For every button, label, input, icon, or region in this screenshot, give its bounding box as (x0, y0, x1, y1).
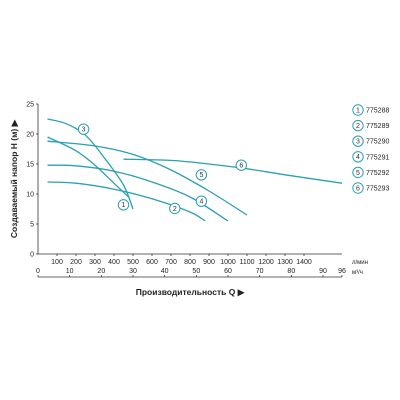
legend-label-4: 775291 (366, 154, 389, 161)
x-tick-label: 400 (108, 259, 120, 266)
x-tick-label: 100 (51, 259, 63, 266)
x-tick-label: 200 (70, 259, 82, 266)
legend-marker-5-circle (352, 166, 364, 179)
y-tick-label: 25 (26, 102, 34, 109)
curve-marker-6-circle (235, 159, 248, 171)
x-tick-label: 900 (203, 259, 215, 266)
curve-marker-2: 2 (173, 206, 177, 213)
curve-marker-1: 1 (122, 202, 126, 209)
x-tick-label: 600 (146, 259, 158, 266)
y-tick-label: 15 (26, 162, 34, 169)
x-unit-label: л/мин (352, 260, 368, 266)
curve-marker-5-circle (195, 169, 208, 181)
x2-tick-label: 0 (36, 268, 40, 275)
curve-4 (47, 164, 229, 222)
curve-marker-3-circle (77, 123, 90, 135)
curve-marker-5: 5 (199, 172, 203, 179)
x2-tick-label: 60 (224, 268, 232, 275)
x2-tick-label: 20 (97, 268, 105, 275)
y-axis-title: Создаваемый напор H (м) ▶ (9, 118, 19, 238)
x2-tick-label: 90 (319, 268, 327, 275)
x2-tick-label: 10 (66, 268, 74, 275)
legend-marker-4-circle (352, 151, 364, 163)
x-tick-label: 800 (184, 259, 196, 266)
legend-marker-1-circle (352, 104, 364, 116)
x2-tick-label: 50 (192, 268, 200, 275)
legend-label-1: 775288 (366, 108, 389, 115)
x2-tick-label: 80 (287, 268, 295, 275)
curve-marker-6: 6 (239, 163, 243, 170)
x-tick-label: 1000 (220, 259, 236, 266)
y-tick-label: 5 (30, 222, 34, 229)
y-tick-label: 0 (30, 252, 34, 259)
legend-label-2: 775289 (366, 123, 389, 130)
x-tick-label: 300 (89, 259, 101, 266)
legend: 1 775288 2 775289 3 775290 4 775291 5 775292 6 7752… (352, 104, 389, 194)
curve-2 (47, 181, 206, 222)
curve-1 (47, 136, 130, 199)
curve-3 (47, 118, 134, 210)
legend-label-6: 775293 (366, 186, 389, 193)
curve-5 (47, 140, 248, 216)
y-tick-label: 20 (26, 132, 34, 139)
legend-marker-2-circle (352, 119, 364, 132)
x-tick-label: 1400 (296, 259, 312, 266)
x-tick-label: 700 (165, 259, 177, 266)
curve-marker-2-circle (169, 202, 181, 215)
curve-markers-layer: 1 2 3 4 5 6 (77, 123, 248, 215)
legend-label-3: 775290 (366, 139, 389, 146)
curve-marker-1-circle (117, 199, 130, 211)
curve-marker-3: 3 (82, 127, 86, 134)
x-tick-label: 1300 (277, 259, 293, 266)
x2-tick-label: 30 (129, 268, 137, 275)
x-tick-label: 1100 (239, 259, 254, 266)
legend-marker-6-circle (352, 182, 364, 194)
x2-tick-label: 70 (256, 268, 264, 275)
curve-marker-4-circle (195, 195, 208, 207)
x2-tick-label: 40 (161, 268, 169, 275)
legend-marker-5: 5 (356, 170, 360, 177)
legend-marker-2: 2 (356, 123, 360, 130)
curve-6 (123, 158, 342, 184)
legend-label-5: 775292 (366, 170, 389, 177)
x2-tick-label: 96 (338, 268, 346, 275)
x-tick-label: 1200 (258, 259, 274, 266)
legend-marker-1: 1 (356, 107, 360, 114)
curve-marker-4: 4 (199, 199, 203, 206)
curves-layer (47, 118, 342, 222)
legend-marker-3: 3 (356, 139, 360, 146)
y-tick-label: 10 (26, 192, 34, 199)
x-axis-title: Производительность Q ▶ (136, 287, 246, 297)
legend-marker-4: 4 (356, 154, 360, 161)
x-tick-label: 500 (127, 259, 139, 266)
legend-marker-3-circle (352, 135, 364, 147)
x2-unit-label: м³/ч (352, 270, 363, 276)
legend-marker-6: 6 (356, 185, 360, 192)
